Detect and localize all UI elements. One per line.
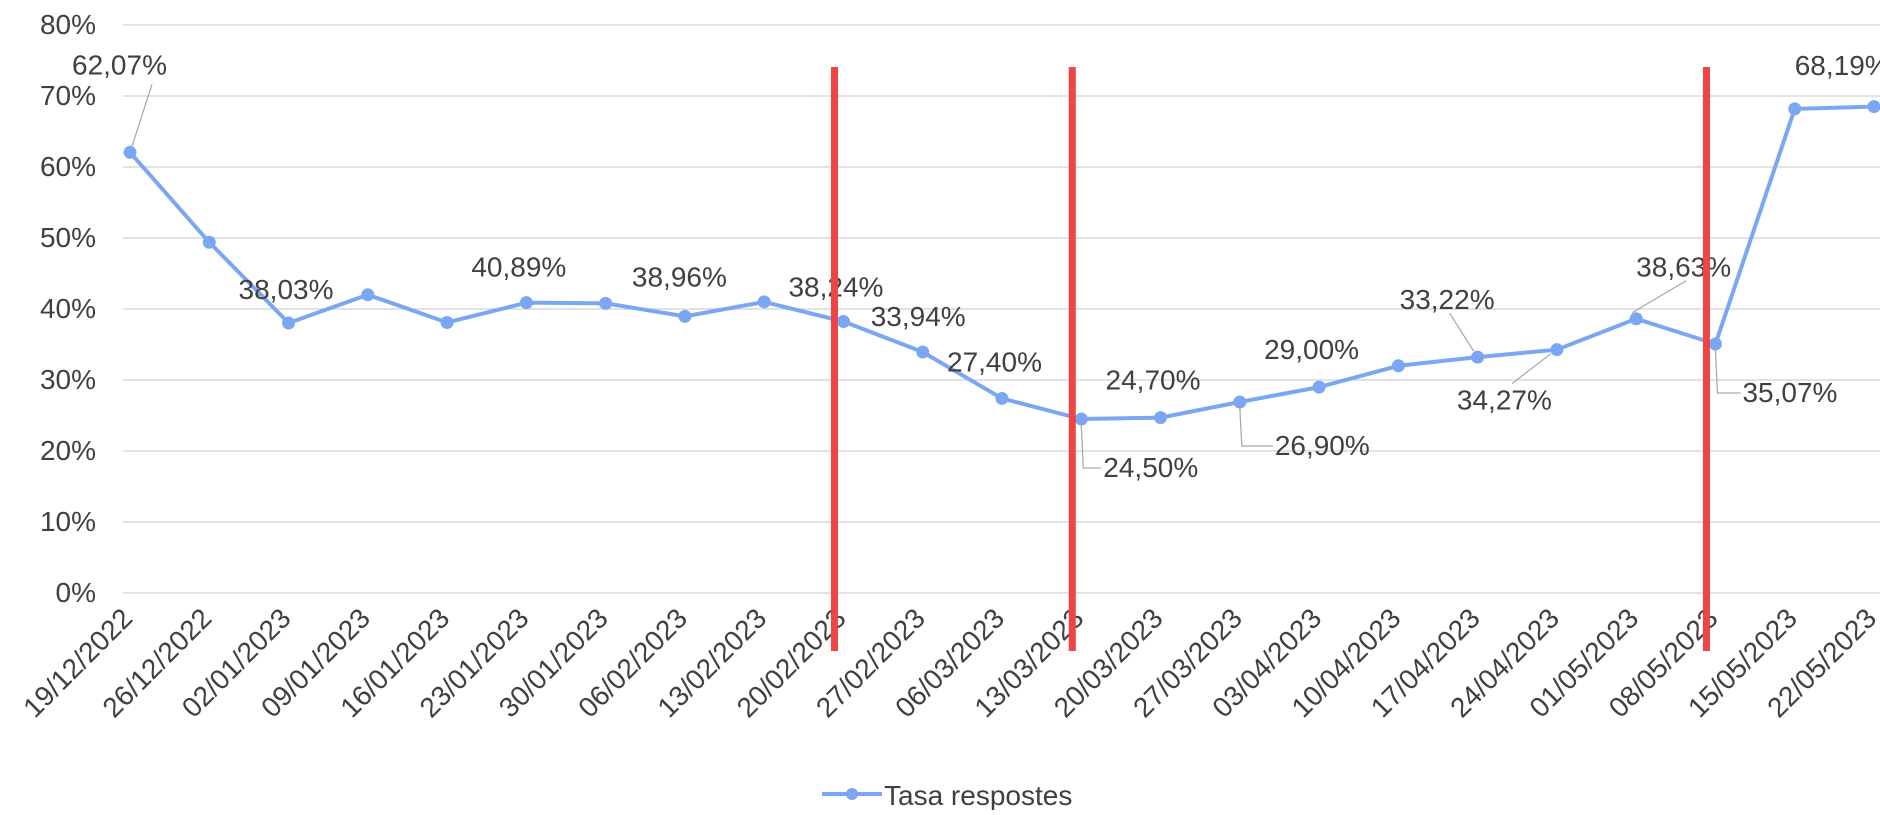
data-point <box>678 310 691 323</box>
y-tick-label: 10% <box>40 506 96 537</box>
data-label: 68,19% <box>1795 50 1880 81</box>
data-label: 27,40% <box>947 346 1042 377</box>
y-axis-tick-labels: 0% 10% 20% 30% 40% 50% 60% 70% 80% <box>40 9 96 608</box>
legend-marker-swatch <box>846 788 858 800</box>
data-point <box>1788 102 1801 115</box>
label-leader-line <box>1632 281 1686 313</box>
legend: Tasa respostes <box>822 780 1072 810</box>
data-label: 62,07% <box>72 49 167 80</box>
data-label: 34,27% <box>1457 385 1552 416</box>
x-axis-tick-labels: 19/12/202226/12/202202/01/202309/01/2023… <box>17 602 1880 723</box>
label-leader-line <box>1512 354 1551 384</box>
y-tick-label: 60% <box>40 151 96 182</box>
data-label: 38,63% <box>1636 252 1731 283</box>
y-tick-label: 50% <box>40 222 96 253</box>
y-tick-label: 30% <box>40 364 96 395</box>
data-label: 38,96% <box>632 261 727 292</box>
data-point <box>1630 312 1643 325</box>
gridlines <box>123 25 1880 593</box>
data-point <box>599 297 612 310</box>
data-label: 26,90% <box>1275 430 1370 461</box>
label-leader-line <box>1081 425 1101 468</box>
data-point <box>758 295 771 308</box>
y-tick-label: 80% <box>40 9 96 40</box>
data-point <box>520 296 533 309</box>
data-point <box>916 346 929 359</box>
data-point <box>203 236 216 249</box>
label-leader-line <box>1715 350 1740 393</box>
data-point <box>1233 396 1246 409</box>
data-label: 35,07% <box>1742 377 1837 408</box>
data-point <box>1471 351 1484 364</box>
data-point <box>1313 381 1326 394</box>
data-point <box>1154 411 1167 424</box>
data-point <box>1392 359 1405 372</box>
data-point <box>361 288 374 301</box>
data-label: 33,94% <box>871 301 966 332</box>
data-point <box>837 315 850 328</box>
data-label: 24,70% <box>1106 365 1201 396</box>
y-tick-label: 40% <box>40 293 96 324</box>
data-point <box>1550 343 1563 356</box>
data-point <box>441 316 454 329</box>
data-point <box>1075 413 1088 426</box>
data-point <box>1868 100 1880 113</box>
label-leader-line <box>132 84 152 146</box>
y-tick-label: 20% <box>40 435 96 466</box>
legend-label: Tasa respostes <box>884 780 1072 810</box>
data-label: 29,00% <box>1264 334 1359 365</box>
data-label: 40,89% <box>471 252 566 283</box>
data-point <box>124 146 137 159</box>
y-tick-label: 70% <box>40 80 96 111</box>
data-label: 24,50% <box>1103 452 1198 483</box>
data-point <box>1709 338 1722 351</box>
label-leader-line <box>1450 313 1474 351</box>
label-leader-line <box>1240 408 1273 446</box>
data-label: 33,22% <box>1400 284 1495 315</box>
data-label: 38,03% <box>239 274 334 305</box>
data-labels: 62,07%38,03%40,89%38,96%38,24%33,94%27,4… <box>72 49 1880 483</box>
data-point <box>996 392 1009 405</box>
data-point <box>282 316 295 329</box>
y-tick-label: 0% <box>56 577 96 608</box>
